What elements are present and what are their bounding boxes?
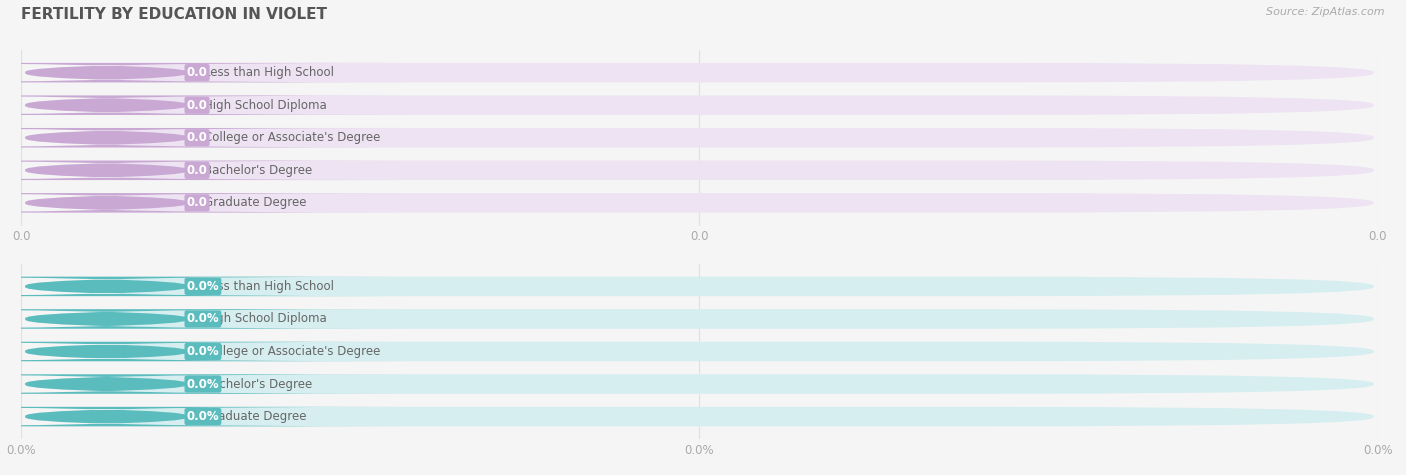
Text: Bachelor's Degree: Bachelor's Degree	[204, 378, 312, 390]
FancyBboxPatch shape	[0, 342, 405, 361]
Text: Graduate Degree: Graduate Degree	[204, 196, 307, 209]
Text: High School Diploma: High School Diploma	[204, 99, 328, 112]
Text: Bachelor's Degree: Bachelor's Degree	[204, 164, 312, 177]
FancyBboxPatch shape	[0, 407, 405, 427]
FancyBboxPatch shape	[0, 161, 405, 180]
FancyBboxPatch shape	[25, 63, 1374, 83]
Text: 0.0%: 0.0%	[187, 345, 219, 358]
Text: 0.0: 0.0	[187, 131, 208, 144]
Text: 0.0: 0.0	[187, 196, 208, 209]
Text: Less than High School: Less than High School	[204, 280, 335, 293]
FancyBboxPatch shape	[0, 63, 405, 83]
FancyBboxPatch shape	[0, 309, 405, 329]
Text: 0.0%: 0.0%	[187, 378, 219, 390]
FancyBboxPatch shape	[25, 309, 1374, 329]
FancyBboxPatch shape	[25, 342, 1374, 361]
Text: Source: ZipAtlas.com: Source: ZipAtlas.com	[1267, 7, 1385, 17]
Text: 0.0%: 0.0%	[187, 410, 219, 423]
FancyBboxPatch shape	[25, 407, 1374, 427]
FancyBboxPatch shape	[25, 374, 1374, 394]
Text: 0.0%: 0.0%	[187, 280, 219, 293]
FancyBboxPatch shape	[25, 161, 1374, 180]
Text: Less than High School: Less than High School	[204, 66, 335, 79]
Text: 0.0: 0.0	[187, 164, 208, 177]
Text: FERTILITY BY EDUCATION IN VIOLET: FERTILITY BY EDUCATION IN VIOLET	[21, 7, 328, 22]
FancyBboxPatch shape	[25, 128, 1374, 148]
Text: 0.0: 0.0	[187, 99, 208, 112]
Text: College or Associate's Degree: College or Associate's Degree	[204, 131, 381, 144]
Text: High School Diploma: High School Diploma	[204, 313, 328, 325]
FancyBboxPatch shape	[0, 128, 405, 148]
Text: 0.0: 0.0	[187, 66, 208, 79]
FancyBboxPatch shape	[0, 374, 405, 394]
FancyBboxPatch shape	[0, 95, 405, 115]
Text: 0.0%: 0.0%	[187, 313, 219, 325]
FancyBboxPatch shape	[25, 276, 1374, 296]
Text: College or Associate's Degree: College or Associate's Degree	[204, 345, 381, 358]
FancyBboxPatch shape	[25, 95, 1374, 115]
Text: Graduate Degree: Graduate Degree	[204, 410, 307, 423]
FancyBboxPatch shape	[0, 193, 405, 213]
FancyBboxPatch shape	[25, 193, 1374, 213]
FancyBboxPatch shape	[0, 276, 405, 296]
